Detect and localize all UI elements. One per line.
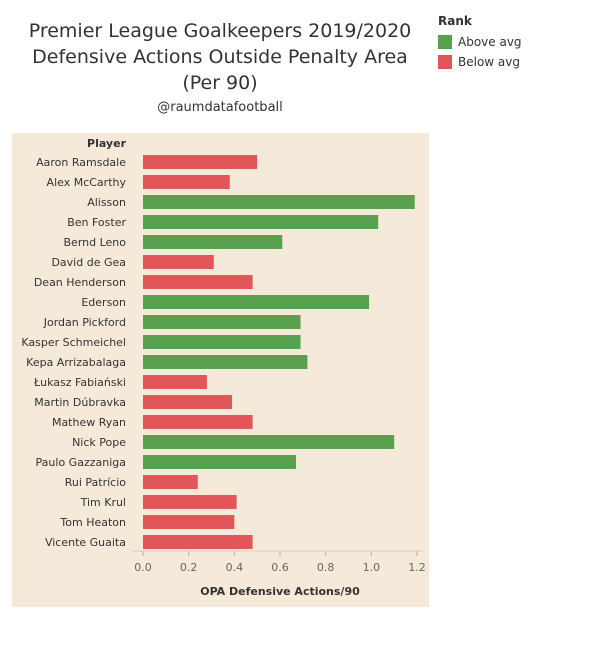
category-label: Nick Pope: [72, 436, 126, 449]
bar[interactable]: [143, 335, 301, 349]
category-label: Vicente Guaita: [45, 536, 126, 549]
category-label: Rui Patrício: [65, 476, 127, 489]
bar-chart: Player 0.0 0.2 0.4 0.6 0.8 1.0 1.2 Aaron Ramsdal…: [21, 137, 426, 598]
bar[interactable]: [143, 175, 230, 189]
category-label: Tim Krul: [80, 496, 126, 509]
bar[interactable]: [143, 235, 283, 249]
category-label: Mathew Ryan: [52, 416, 126, 429]
category-label: Martin Dúbravka: [34, 396, 126, 409]
legend-label-below-avg: Below avg: [458, 55, 520, 69]
chart-title-line-2: Defensive Actions Outside Penalty Area: [32, 46, 408, 68]
legend-swatch-above-avg: [438, 35, 452, 49]
category-label: Bernd Leno: [64, 236, 127, 249]
legend-item-above-avg[interactable]: Above avg: [438, 32, 522, 52]
category-label: Kasper Schmeichel: [21, 336, 126, 349]
category-label: Łukasz Fabiański: [33, 376, 126, 389]
bar[interactable]: [143, 475, 198, 489]
x-tick-label: 0.6: [271, 561, 289, 574]
x-tick-label: 0.2: [180, 561, 198, 574]
legend-item-below-avg[interactable]: Below avg: [438, 52, 522, 72]
bar[interactable]: [143, 415, 253, 429]
chart-title-block: Premier League Goalkeepers 2019/2020 Def…: [10, 18, 430, 115]
category-label: Paulo Gazzaniga: [36, 456, 126, 469]
category-label: Ben Foster: [67, 216, 126, 229]
bar[interactable]: [143, 435, 395, 449]
category-label: Alisson: [87, 196, 126, 209]
category-label: Kepa Arrizabalaga: [26, 356, 126, 369]
bar[interactable]: [143, 355, 308, 369]
bar[interactable]: [143, 455, 296, 469]
chart-title-line-3: (Per 90): [182, 72, 258, 94]
bar[interactable]: [143, 495, 237, 509]
bar[interactable]: [143, 395, 233, 409]
bar[interactable]: [143, 195, 415, 209]
category-label: Alex McCarthy: [47, 176, 127, 189]
x-tick-label: 0.4: [226, 561, 244, 574]
legend-label-above-avg: Above avg: [458, 35, 522, 49]
legend: Rank Above avg Below avg: [438, 14, 522, 72]
category-label: Tom Heaton: [59, 516, 126, 529]
bar[interactable]: [143, 275, 253, 289]
category-header: Player: [87, 137, 127, 150]
x-tick-label: 0.8: [317, 561, 335, 574]
chart-title-line-1: Premier League Goalkeepers 2019/2020: [28, 20, 412, 42]
category-label: David de Gea: [51, 256, 126, 269]
category-label: Ederson: [81, 296, 126, 309]
chart-area: Player 0.0 0.2 0.4 0.6 0.8 1.0 1.2 Aaron Ramsdal…: [12, 133, 429, 607]
x-axis-label: OPA Defensive Actions/90: [200, 585, 360, 598]
category-label: Jordan Pickford: [43, 316, 126, 329]
category-label: Aaron Ramsdale: [36, 156, 126, 169]
category-label: Dean Henderson: [34, 276, 126, 289]
legend-title: Rank: [438, 14, 472, 28]
bar[interactable]: [143, 375, 207, 389]
bar[interactable]: [143, 295, 370, 309]
chart-subtitle: @raumdatafootball: [157, 100, 283, 115]
bar[interactable]: [143, 155, 258, 169]
x-tick-label: 1.0: [363, 561, 381, 574]
x-tick-label: 0.0: [134, 561, 152, 574]
bar[interactable]: [143, 315, 301, 329]
bar[interactable]: [143, 255, 214, 269]
bar[interactable]: [143, 535, 253, 549]
legend-swatch-below-avg: [438, 55, 452, 69]
bar[interactable]: [143, 215, 379, 229]
bar[interactable]: [143, 515, 235, 529]
x-tick-label: 1.2: [408, 561, 426, 574]
